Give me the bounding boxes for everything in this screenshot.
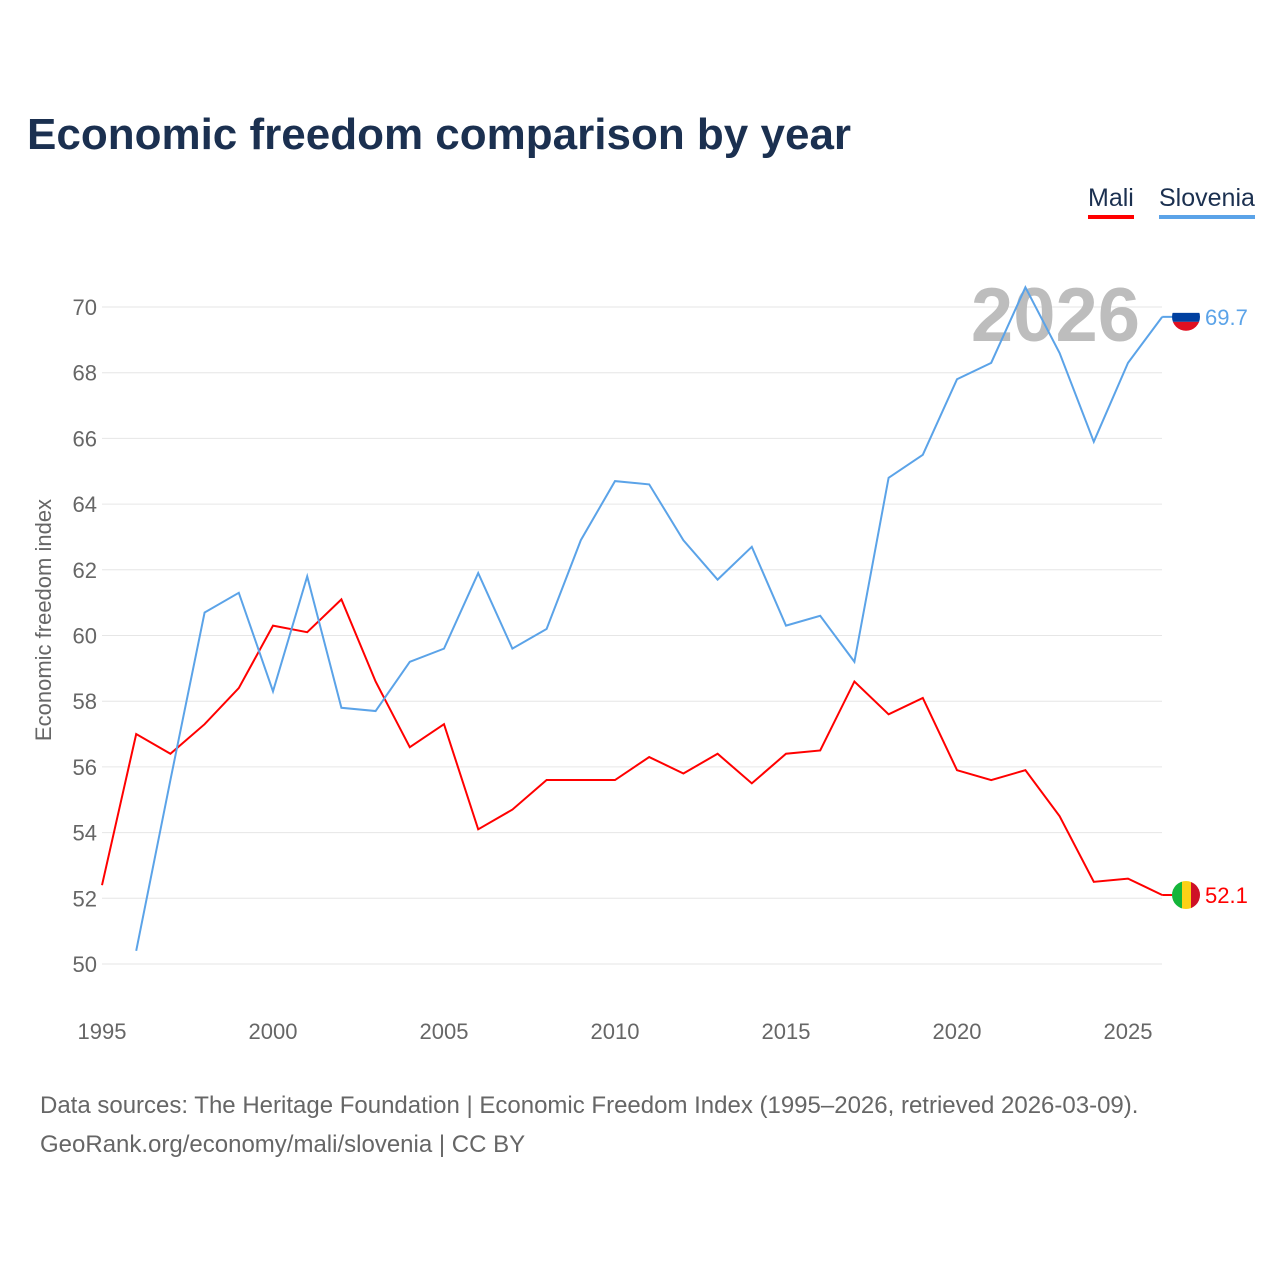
y-tick-label: 50 [73, 952, 97, 977]
x-tick-label: 2015 [762, 1019, 811, 1044]
chart-title: Economic freedom comparison by year [27, 110, 852, 159]
footer: Data sources: The Heritage Foundation | … [40, 1086, 1138, 1164]
y-tick-label: 56 [73, 755, 97, 780]
y-tick-label: 60 [73, 624, 97, 649]
end-value-label-slovenia: 69.7 [1205, 305, 1248, 330]
y-tick-label: 66 [73, 426, 97, 451]
y-tick-label: 64 [73, 492, 97, 517]
footer-link[interactable]: GeoRank.org/economy/mali/slovenia | CC B… [40, 1131, 526, 1158]
y-tick-label: 54 [73, 821, 97, 846]
legend-slovenia[interactable]: Slovenia [1159, 184, 1255, 219]
x-tick-label: 2010 [591, 1019, 640, 1044]
x-tick-label: 2020 [933, 1019, 982, 1044]
y-tick-label: 62 [73, 558, 97, 583]
mali-flag-icon [1172, 881, 1200, 910]
slovenia-flag-icon [1172, 302, 1200, 331]
x-tick-label: 2025 [1104, 1019, 1153, 1044]
series-line-slovenia [135, 285, 1164, 952]
y-tick-label: 68 [73, 361, 97, 386]
y-axis-label: Economic freedom index [31, 499, 56, 741]
x-tick-label: 1995 [78, 1019, 127, 1044]
series-line-mali [101, 597, 1163, 896]
end-value-label-mali: 52.1 [1205, 883, 1248, 908]
footer-sources: Data sources: The Heritage Foundation | … [40, 1092, 1139, 1119]
y-tick-label: 70 [73, 295, 97, 320]
x-tick-label: 2000 [249, 1019, 298, 1044]
x-tick-label: 2005 [420, 1019, 469, 1044]
y-tick-label: 52 [73, 886, 97, 911]
y-tick-label: 58 [73, 689, 97, 714]
legend-mali[interactable]: Mali [1088, 184, 1134, 219]
